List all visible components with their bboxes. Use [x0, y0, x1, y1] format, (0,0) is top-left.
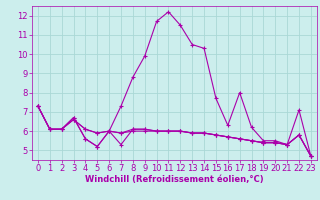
- X-axis label: Windchill (Refroidissement éolien,°C): Windchill (Refroidissement éolien,°C): [85, 175, 264, 184]
